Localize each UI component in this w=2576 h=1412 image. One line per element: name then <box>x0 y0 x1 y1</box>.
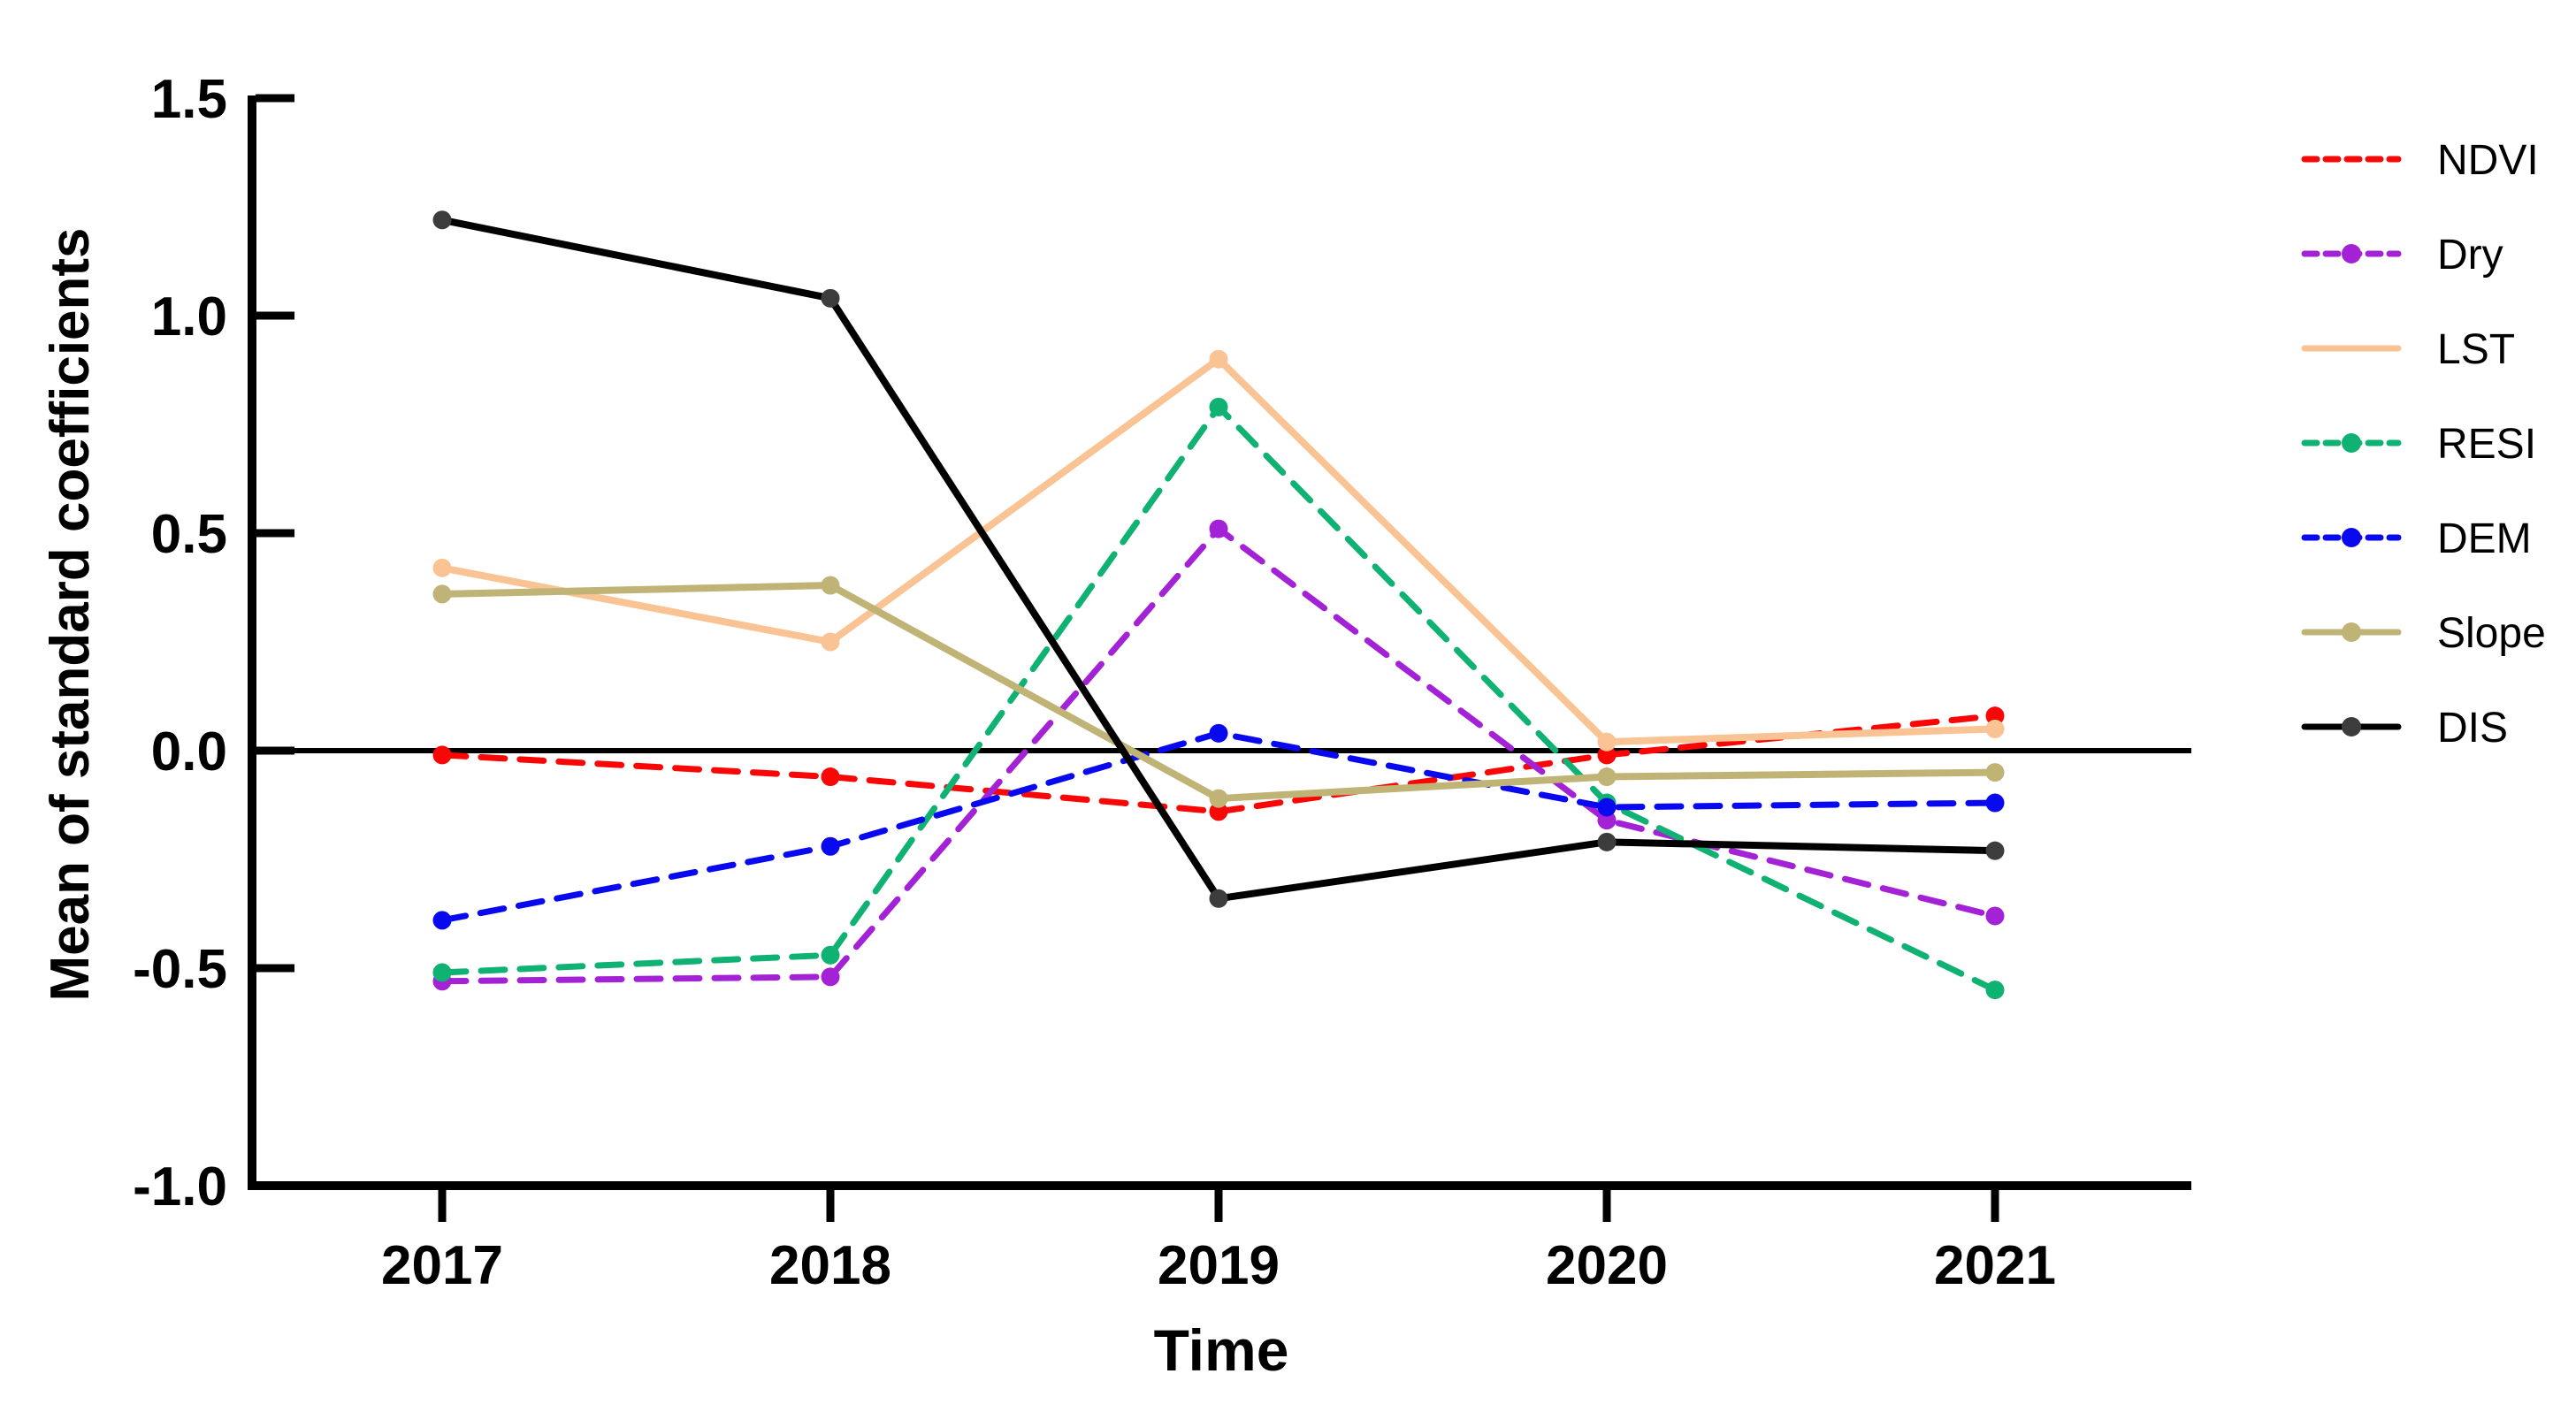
legend-item-resi: RESI <box>2301 421 2536 468</box>
data-point-lst-2019 <box>1209 349 1228 369</box>
series-dry <box>432 519 2005 991</box>
series-slope <box>432 576 2005 808</box>
x-tick-label: 2017 <box>381 1235 503 1296</box>
plot-area: 1.5 1.0 0.5 0.0 -0.5 -1.0 2017 2018 2019 2020 2021 <box>133 69 2191 1296</box>
data-point-dis-2019 <box>1209 889 1228 908</box>
data-point-ndvi-2021 <box>1985 706 2005 726</box>
series-lst <box>432 349 2005 752</box>
y-tick-label: -1.0 <box>133 1156 227 1217</box>
axes: 1.5 1.0 0.5 0.0 -0.5 -1.0 2017 2018 2019 2020 2021 <box>133 69 2191 1296</box>
series-dem <box>432 723 2005 930</box>
data-point-lst-2021 <box>1985 719 2005 738</box>
legend-item-label: LST <box>2437 326 2515 373</box>
legend-item-slope: Slope <box>2301 610 2546 657</box>
data-point-dis-2021 <box>1985 841 2005 860</box>
data-point-ndvi-2018 <box>821 767 840 787</box>
data-point-dry-2020 <box>1597 811 1617 830</box>
data-point-resi-2017 <box>432 963 452 982</box>
legend-item-dry: Dry <box>2301 232 2503 279</box>
legend-item-dem: DEM <box>2301 515 2532 562</box>
legend-swatch-marker <box>2342 433 2361 453</box>
legend-item-label: DEM <box>2437 515 2532 562</box>
series-dis <box>432 210 2005 908</box>
data-point-dem-2019 <box>1209 723 1228 743</box>
data-point-dem-2021 <box>1985 793 2005 813</box>
legend-item-label: RESI <box>2437 421 2536 468</box>
legend-swatch-marker <box>2342 717 2361 737</box>
data-point-dem-2017 <box>432 911 452 930</box>
x-tick-label: 2020 <box>1546 1235 1668 1296</box>
series-resi <box>432 397 2005 1000</box>
data-point-lst-2020 <box>1597 732 1617 752</box>
data-point-dem-2018 <box>821 836 840 856</box>
y-tick-label: 1.0 <box>151 286 227 347</box>
x-tick-label: 2021 <box>1934 1235 2056 1296</box>
legend-item-label: NDVI <box>2437 137 2539 184</box>
legend-item-ndvi: NDVI <box>2301 137 2539 184</box>
legend-item-dis: DIS <box>2301 705 2508 752</box>
legend-swatch-marker <box>2342 244 2361 263</box>
data-point-slope-2021 <box>1985 763 2005 782</box>
y-tick-label: -0.5 <box>133 939 227 1000</box>
y-tick-label: 0.0 <box>151 721 227 782</box>
y-tick-label: 0.5 <box>151 504 227 565</box>
legend-swatch-marker <box>2342 622 2361 642</box>
data-point-dem-2020 <box>1597 798 1617 817</box>
data-point-dis-2020 <box>1597 832 1617 851</box>
series-line-lst <box>439 355 1999 746</box>
data-point-slope-2017 <box>432 584 452 604</box>
data-point-resi-2018 <box>821 945 840 965</box>
legend-item-label: Slope <box>2437 610 2546 657</box>
data-point-ndvi-2017 <box>432 745 452 765</box>
x-tick-label: 2019 <box>1158 1235 1280 1296</box>
legend-item-lst: LST <box>2301 326 2515 373</box>
data-point-ndvi-2020 <box>1597 745 1617 765</box>
x-tick-label: 2018 <box>769 1235 891 1296</box>
data-point-slope-2018 <box>821 576 840 595</box>
y-tick-label: 1.5 <box>151 69 227 130</box>
x-axis-title: Time <box>1154 1317 1289 1383</box>
data-point-dis-2017 <box>432 210 452 230</box>
legend-item-label: Dry <box>2437 232 2503 279</box>
data-point-dry-2019 <box>1209 519 1228 538</box>
y-axis-title: Mean of standard coefficients <box>40 227 101 1001</box>
data-point-dry-2018 <box>821 967 840 987</box>
data-point-slope-2019 <box>1209 789 1228 808</box>
legend-item-label: DIS <box>2437 705 2508 752</box>
series-line-dry <box>439 525 1999 985</box>
data-point-ndvi-2019 <box>1209 802 1228 821</box>
data-point-dry-2021 <box>1985 906 2005 926</box>
legend-swatch-marker <box>2342 528 2361 547</box>
data-point-resi-2019 <box>1209 397 1228 416</box>
series-ndvi <box>432 706 2005 821</box>
data-point-dis-2018 <box>821 288 840 308</box>
legend: NDVI Dry LST RESI DEM Slope DIS <box>2301 137 2546 752</box>
data-point-lst-2018 <box>821 632 840 652</box>
data-point-slope-2020 <box>1597 767 1617 787</box>
data-point-lst-2017 <box>432 558 452 577</box>
data-point-resi-2021 <box>1985 981 2005 1000</box>
